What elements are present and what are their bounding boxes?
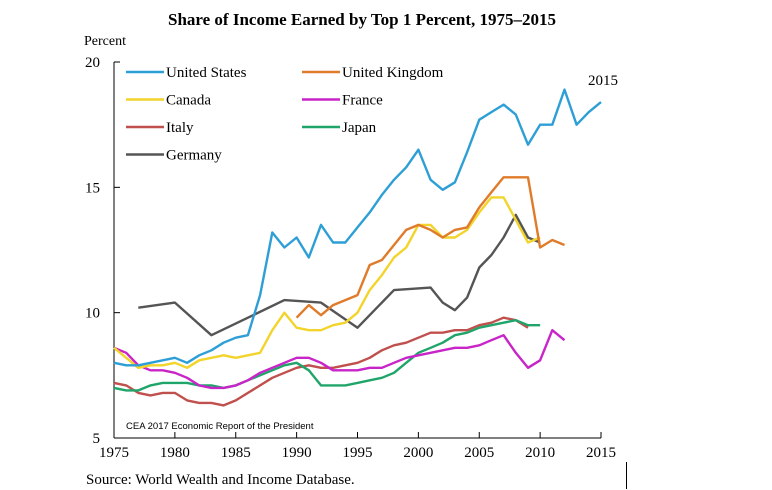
x-tick-label: 2015 xyxy=(586,445,616,461)
axes: 5 10 15 20 1975 1980 1985 1990 1995 2000 2005 2010 2… xyxy=(85,55,616,461)
legend-label-canada: Canada xyxy=(166,93,211,109)
divider-line xyxy=(626,462,627,489)
legend-label-france: France xyxy=(342,93,383,109)
legend-label-italy: Italy xyxy=(166,120,194,136)
y-tick-label: 10 xyxy=(85,306,100,322)
x-tick-label: 2000 xyxy=(403,445,433,461)
x-tick-label: 1985 xyxy=(221,445,251,461)
legend-label-united-kingdom: United Kingdom xyxy=(342,65,444,81)
source-note: Source: World Wealth and Income Database… xyxy=(86,472,355,488)
series-line-canada xyxy=(113,196,541,369)
y-tick-label: 15 xyxy=(85,180,100,196)
credit-note: CEA 2017 Economic Report of the Presiden… xyxy=(126,421,314,432)
legend-label-united-states: United States xyxy=(166,65,247,81)
y-axis-label: Percent xyxy=(84,34,126,49)
x-tick-label: 2005 xyxy=(464,445,494,461)
x-tick-label: 1990 xyxy=(282,445,312,461)
legend-label-germany: Germany xyxy=(166,148,222,164)
series-line-japan xyxy=(113,319,541,392)
series-line-united-states xyxy=(113,88,602,367)
y-tick-label: 5 xyxy=(93,431,101,447)
series-line-france xyxy=(113,329,566,390)
chart-title: Share of Income Earned by Top 1 Percent,… xyxy=(168,10,556,29)
series-lines xyxy=(113,88,602,407)
series-line-germany xyxy=(138,213,541,337)
x-tick-label: 1975 xyxy=(99,445,129,461)
x-tick-label: 2010 xyxy=(525,445,555,461)
y-tick-label: 20 xyxy=(85,55,100,71)
x-tick-label: 1995 xyxy=(343,445,373,461)
legend: United States United Kingdom Canada France I… xyxy=(126,65,444,164)
x-tick-label: 1980 xyxy=(160,445,190,461)
series-line-united-kingdom xyxy=(295,176,565,319)
year-2015-annotation: 2015 xyxy=(588,73,618,89)
legend-label-japan: Japan xyxy=(342,120,377,136)
series-line-italy xyxy=(113,316,529,407)
